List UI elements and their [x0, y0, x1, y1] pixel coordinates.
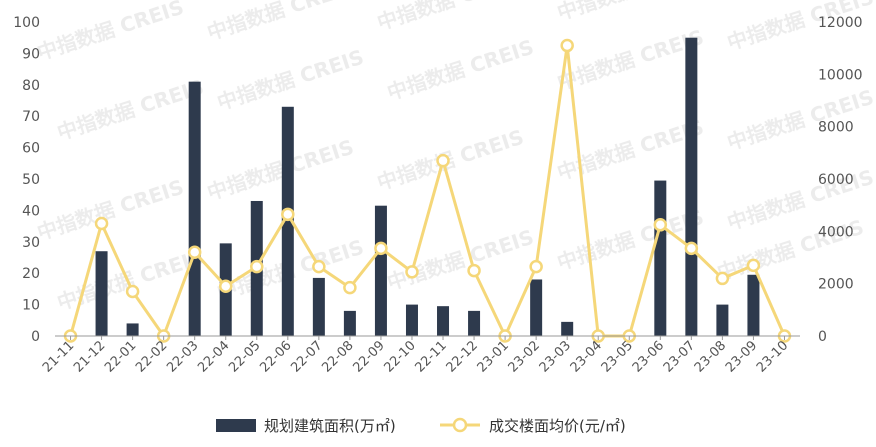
legend-line-label: 成交楼面均价(元/㎡) [489, 417, 626, 435]
x-tick-label: 22-12 [444, 338, 481, 375]
legend-bar-label: 规划建筑面积(万㎡) [264, 417, 396, 435]
y-left-tick-label: 10 [22, 298, 40, 314]
line-point [374, 241, 388, 256]
y-left-tick-label: 70 [22, 109, 40, 125]
watermark-text: 中指数据 CREIS [204, 0, 357, 45]
x-tick-label: 22-08 [319, 338, 356, 375]
y-right-tick-label: 10000 [818, 67, 863, 83]
x-tick-label: 23-02 [506, 338, 543, 375]
x-tick-label: 23-01 [475, 338, 512, 375]
y-left-tick-label: 80 [22, 78, 40, 94]
x-tick-label: 23-07 [661, 338, 698, 375]
x-tick-label: 22-07 [288, 338, 325, 375]
x-tick-label: 22-11 [413, 338, 450, 375]
bar [716, 304, 729, 336]
bar [312, 277, 325, 336]
watermark-text: 中指数据 CREIS [554, 205, 707, 275]
watermark-text: 中指数据 CREIS [34, 0, 187, 65]
bar [530, 279, 543, 336]
y-right-tick-label: 12000 [818, 15, 863, 31]
bar [95, 251, 108, 336]
watermark-text: 中指数据 CREIS [34, 175, 187, 245]
y-left-tick-label: 60 [22, 141, 40, 157]
line-point [94, 216, 109, 231]
x-tick-label: 23-05 [599, 338, 636, 375]
line-point [715, 271, 730, 286]
line-point [746, 258, 761, 273]
y-right-tick-label: 6000 [818, 172, 854, 188]
line-point [684, 241, 699, 256]
watermark-text: 中指数据 CREIS [554, 25, 707, 95]
y-left-tick-label: 0 [31, 329, 40, 345]
line-point [467, 263, 481, 278]
y-right-tick-label: 2000 [818, 277, 854, 293]
bar [468, 310, 481, 336]
y-left-tick-label: 90 [22, 46, 40, 62]
bar [405, 304, 418, 336]
x-tick-label: 22-03 [164, 338, 201, 375]
x-tick-label: 22-09 [350, 338, 387, 375]
line-point [436, 153, 450, 168]
x-tick-label: 23-03 [537, 338, 574, 375]
bar [343, 310, 356, 336]
legend-bar-swatch [216, 419, 256, 432]
bar [126, 323, 139, 336]
x-tick-label: 23-06 [630, 338, 667, 375]
y-left-tick-label: 40 [22, 203, 40, 219]
y-left-tick-label: 20 [22, 266, 40, 282]
x-tick-label: 23-10 [754, 338, 791, 375]
x-tick-label: 22-05 [226, 338, 263, 375]
line-point [405, 265, 419, 279]
line-point [529, 259, 543, 274]
line-point [312, 259, 326, 274]
bar [281, 106, 294, 336]
watermark-text: 中指数据 CREIS [214, 45, 367, 115]
x-tick-label: 22-06 [257, 338, 294, 375]
bar [561, 321, 574, 336]
y-left-tick-label: 100 [13, 15, 40, 31]
x-tick-label: 23-09 [723, 338, 760, 375]
line-point [187, 245, 202, 260]
x-tick-label: 22-02 [133, 338, 170, 375]
watermark-text: 中指数据 CREIS [554, 0, 707, 25]
line-series [63, 38, 792, 343]
y-left-tick-label: 50 [22, 172, 40, 188]
bar [374, 205, 387, 336]
line-point [218, 279, 233, 294]
y-right-tick-label: 4000 [818, 224, 854, 240]
bar [654, 180, 667, 336]
watermark-text: 中指数据 CREIS [54, 75, 207, 145]
x-tick-label: 23-04 [568, 338, 605, 375]
watermark-text: 中指数据 CREIS [384, 35, 537, 105]
watermark-text: 中指数据 CREIS [204, 135, 357, 205]
line-point [125, 284, 140, 299]
x-tick-label: 23-08 [692, 338, 729, 375]
y-right-tick-label: 8000 [818, 120, 854, 136]
bar [685, 37, 698, 336]
x-tick-label: 22-04 [195, 338, 232, 375]
legend: 规划建筑面积(万㎡) 成交楼面均价(元/㎡) [216, 417, 626, 435]
bar [188, 81, 201, 336]
legend-line-marker [452, 417, 468, 433]
y-left-tick-label: 30 [22, 235, 40, 251]
x-tick-label: 22-10 [381, 338, 418, 375]
x-tick-label: 21-12 [71, 338, 108, 375]
watermark-text: 中指数据 CREIS [384, 225, 537, 295]
line-point [560, 38, 574, 53]
y-right-tick-label: 0 [818, 329, 827, 345]
x-tick-label: 22-01 [102, 338, 139, 375]
watermark-text: 中指数据 CREIS [374, 0, 527, 35]
bar [437, 306, 450, 336]
x-tick-label: 21-11 [40, 338, 77, 375]
bar [747, 274, 760, 336]
line-point [281, 207, 295, 222]
line-point [653, 218, 668, 232]
line-point [343, 280, 357, 295]
line-point [250, 259, 264, 274]
